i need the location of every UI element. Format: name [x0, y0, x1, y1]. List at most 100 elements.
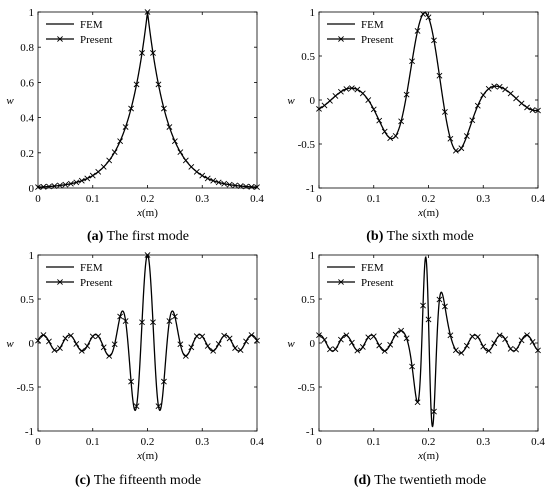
- present-marker: [199, 333, 206, 340]
- x-axis-label: x(m): [417, 450, 439, 462]
- present-marker: [221, 180, 228, 187]
- present-marker: [182, 157, 189, 164]
- present-marker: [155, 81, 162, 88]
- legend: FEM Present: [46, 19, 112, 46]
- present-marker: [254, 337, 260, 344]
- present-marker: [321, 336, 328, 343]
- present-marker: [248, 332, 255, 339]
- present-marker: [480, 92, 487, 98]
- present-marker: [215, 179, 222, 186]
- present-marker: [40, 332, 47, 339]
- present-marker: [144, 252, 151, 258]
- present-marker: [188, 163, 195, 170]
- present-marker: [343, 86, 350, 92]
- present-marker: [518, 337, 525, 344]
- present-marker: [144, 9, 151, 15]
- present-marker: [78, 347, 85, 354]
- present-marker: [133, 81, 140, 88]
- present-marker: [436, 72, 443, 79]
- present-marker: [327, 346, 333, 353]
- present-marker: [35, 337, 41, 344]
- series-present-markers: [316, 11, 541, 154]
- present-marker: [161, 378, 167, 385]
- x-tick-label: 0.3: [195, 193, 209, 205]
- legend-fem-label: FEM: [361, 262, 384, 274]
- panel-a: 0 0.1 0.2 0.3 0.4 0 0.2 0.4 0.6 0.8 1 x(m) w FEM Prese…: [6, 7, 264, 244]
- x-tick-label: 0.4: [250, 436, 264, 448]
- x-tick-label: 0.3: [195, 436, 209, 448]
- present-marker: [193, 333, 200, 340]
- panel-b: 0 0.1 0.2 0.3 0.4 -1 -0.5 0 0.5 1 x(m) w FEM Present (…: [287, 7, 545, 244]
- present-marker: [243, 183, 249, 190]
- series-present-markers: [316, 296, 541, 415]
- y-axis-label: w: [287, 338, 295, 350]
- present-marker: [409, 363, 415, 370]
- present-marker: [469, 117, 476, 124]
- present-marker: [496, 332, 503, 339]
- present-marker: [442, 303, 448, 310]
- x-tick-label: 0.4: [531, 436, 545, 448]
- x-tick-label: 0.3: [476, 193, 490, 205]
- x-tick-label: 0: [316, 193, 322, 205]
- present-marker: [177, 341, 184, 348]
- y-axis-label: w: [6, 95, 14, 107]
- present-marker: [507, 345, 514, 352]
- present-marker: [210, 177, 217, 184]
- present-marker: [529, 339, 536, 345]
- present-marker: [381, 348, 388, 354]
- present-marker: [485, 347, 492, 354]
- present-marker: [316, 105, 322, 112]
- x-tick-label: 0.2: [141, 436, 155, 448]
- legend: FEM Present: [46, 262, 112, 289]
- present-marker: [365, 97, 372, 103]
- present-marker: [150, 50, 156, 56]
- present-marker: [513, 346, 520, 353]
- present-marker: [474, 334, 481, 340]
- present-marker: [84, 343, 91, 349]
- present-marker: [359, 344, 366, 350]
- present-marker: [370, 106, 377, 113]
- y-tick-label: 0.6: [20, 77, 34, 89]
- legend-present-label: Present: [361, 34, 393, 46]
- present-marker: [420, 11, 426, 17]
- present-marker: [381, 128, 388, 135]
- present-marker: [161, 105, 167, 112]
- present-marker: [485, 85, 492, 92]
- present-marker: [210, 347, 217, 354]
- panel-caption: (c) The fifteenth mode: [75, 473, 201, 488]
- present-marker: [398, 327, 405, 334]
- present-marker: [254, 184, 260, 191]
- y-tick-label: 0.5: [20, 294, 34, 306]
- present-marker: [316, 332, 322, 339]
- present-marker: [414, 399, 421, 406]
- present-marker: [51, 183, 58, 189]
- present-marker: [480, 343, 487, 350]
- present-marker: [376, 342, 383, 349]
- present-marker: [111, 149, 118, 156]
- present-marker: [171, 313, 178, 320]
- present-marker: [463, 133, 470, 139]
- present-marker: [436, 296, 443, 303]
- present-marker: [496, 83, 503, 90]
- legend-present-marker: [338, 36, 344, 42]
- present-marker: [95, 333, 102, 340]
- present-marker: [452, 347, 459, 354]
- x-tick-label: 0.3: [476, 436, 490, 448]
- y-tick-label: 0.8: [20, 42, 34, 54]
- y-tick-label: 0: [310, 338, 316, 350]
- legend-fem-label: FEM: [361, 19, 384, 31]
- x-tick-label: 0.1: [367, 193, 381, 205]
- series-fem-line: [37, 11, 258, 188]
- panel-caption: (d) The twentieth mode: [354, 473, 486, 488]
- panel-caption: (b) The sixth mode: [366, 229, 473, 244]
- present-marker: [398, 118, 405, 125]
- present-marker: [150, 319, 156, 326]
- present-marker: [166, 124, 173, 130]
- present-marker: [458, 349, 465, 356]
- panel-d: 0 0.1 0.2 0.3 0.4 -1 -0.5 0 0.5 1 x(m) w FEM Present (…: [287, 250, 545, 488]
- present-marker: [95, 168, 102, 175]
- y-tick-label: -0.5: [298, 382, 316, 394]
- legend-present-label: Present: [80, 277, 112, 289]
- present-marker: [392, 132, 399, 139]
- y-tick-label: 1: [29, 7, 35, 19]
